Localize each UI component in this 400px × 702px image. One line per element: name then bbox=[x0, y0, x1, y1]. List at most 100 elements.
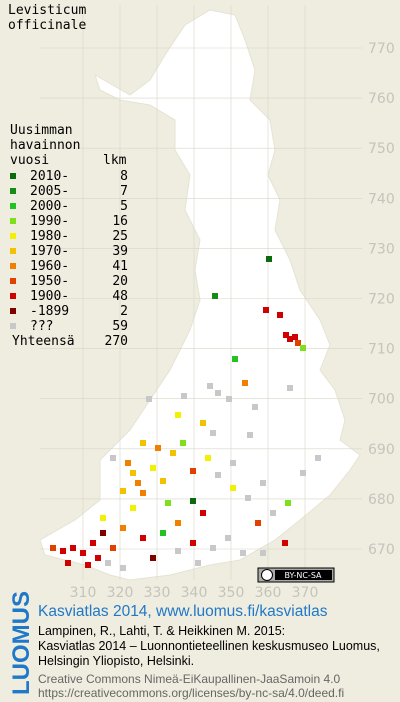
record-square bbox=[140, 490, 146, 496]
y-tick-label: 680 bbox=[368, 492, 395, 508]
y-tick-label: 690 bbox=[368, 442, 395, 458]
legend-swatch bbox=[10, 173, 16, 179]
record-square bbox=[226, 396, 232, 402]
record-square bbox=[205, 455, 211, 461]
legend-label: 1990- bbox=[30, 214, 69, 229]
badge-text: BY-NC-SA bbox=[284, 571, 322, 580]
legend-total: 270 bbox=[105, 334, 128, 349]
record-square bbox=[263, 307, 269, 313]
y-tick-label: 670 bbox=[368, 542, 395, 558]
record-square bbox=[190, 468, 196, 474]
legend-count: 5 bbox=[120, 199, 128, 214]
record-square bbox=[130, 470, 136, 476]
record-square bbox=[230, 485, 236, 491]
record-square bbox=[292, 334, 298, 340]
record-square bbox=[80, 550, 86, 556]
y-tick-label: 710 bbox=[368, 342, 395, 358]
record-square bbox=[120, 565, 126, 571]
legend-swatch bbox=[10, 323, 16, 329]
legend-swatch bbox=[10, 233, 16, 239]
record-square bbox=[210, 545, 216, 551]
x-tick-label: 350 bbox=[218, 585, 245, 601]
record-square bbox=[255, 520, 261, 526]
record-square bbox=[295, 340, 301, 346]
record-square bbox=[100, 515, 106, 521]
cc-icon bbox=[261, 569, 273, 581]
record-square bbox=[283, 332, 289, 338]
record-square bbox=[130, 505, 136, 511]
record-square bbox=[160, 478, 166, 484]
legend-label: 1980- bbox=[30, 229, 69, 244]
record-square bbox=[190, 540, 196, 546]
record-square bbox=[215, 390, 221, 396]
record-square bbox=[245, 495, 251, 501]
legend-label: 1970- bbox=[30, 244, 69, 259]
record-square bbox=[125, 460, 131, 466]
license-text: https://creativecommons.org/licenses/by-… bbox=[38, 686, 344, 700]
citation: Lampinen, R., Lahti, T. & Heikkinen M. 2… bbox=[38, 624, 285, 638]
legend-label: 1950- bbox=[30, 274, 69, 289]
legend-heading: Uusimman bbox=[10, 123, 73, 138]
record-square bbox=[260, 550, 266, 556]
title-line: Levisticum bbox=[8, 3, 86, 18]
legend-count: 8 bbox=[120, 169, 128, 184]
record-square bbox=[285, 500, 291, 506]
record-square bbox=[230, 460, 236, 466]
x-tick-label: 360 bbox=[255, 585, 282, 601]
record-square bbox=[175, 520, 181, 526]
record-square bbox=[140, 535, 146, 541]
y-tick-label: 770 bbox=[368, 41, 395, 57]
legend-swatch bbox=[10, 263, 16, 269]
legend-count: 25 bbox=[112, 229, 128, 244]
record-square bbox=[212, 293, 218, 299]
title-line: officinale bbox=[8, 18, 86, 33]
legend-count-heading: lkm bbox=[103, 153, 127, 168]
record-square bbox=[175, 548, 181, 554]
record-square bbox=[215, 472, 221, 478]
headline: Kasviatlas 2014, www.luomus.fi/kasviatla… bbox=[38, 603, 328, 620]
record-square bbox=[200, 510, 206, 516]
record-square bbox=[240, 550, 246, 556]
record-square bbox=[315, 455, 321, 461]
record-square bbox=[181, 393, 187, 399]
record-square bbox=[60, 548, 66, 554]
record-square bbox=[105, 560, 111, 566]
y-tick-label: 760 bbox=[368, 91, 395, 107]
legend-swatch bbox=[10, 203, 16, 209]
x-tick-label: 320 bbox=[107, 585, 134, 601]
legend-heading: havainnon bbox=[10, 138, 80, 153]
record-square bbox=[247, 432, 253, 438]
legend-swatch bbox=[10, 248, 16, 254]
legend-swatch bbox=[10, 308, 16, 314]
x-tick-label: 310 bbox=[70, 585, 97, 601]
legend-count: 20 bbox=[112, 274, 128, 289]
legend-swatch bbox=[10, 278, 16, 284]
badge-dark bbox=[275, 570, 332, 580]
record-square bbox=[190, 498, 196, 504]
record-square bbox=[300, 470, 306, 476]
record-square bbox=[270, 510, 276, 516]
x-tick-label: 370 bbox=[292, 585, 319, 601]
record-square bbox=[225, 535, 231, 541]
legend-label: 2010- bbox=[30, 169, 69, 184]
record-square bbox=[165, 500, 171, 506]
logo: LUOMUS bbox=[8, 591, 35, 695]
record-square bbox=[146, 396, 152, 402]
legend-count: 59 bbox=[112, 319, 128, 334]
legend-label: 2000- bbox=[30, 199, 69, 214]
x-tick-label: 340 bbox=[181, 585, 208, 601]
record-square bbox=[175, 412, 181, 418]
record-square bbox=[95, 555, 101, 561]
record-square bbox=[195, 560, 201, 566]
record-square bbox=[160, 530, 166, 536]
legend: Uusimman havainnon vuosi lkm 2010- 8 2005-… bbox=[10, 123, 128, 349]
record-square bbox=[266, 256, 272, 262]
legend-count: 16 bbox=[112, 214, 128, 229]
legend-label: ??? bbox=[30, 319, 53, 334]
record-square bbox=[260, 480, 266, 486]
x-tick-label: 330 bbox=[144, 585, 171, 601]
record-square bbox=[120, 525, 126, 531]
record-square bbox=[282, 540, 288, 546]
license-text: Creative Commons Nimeä-EiKaupallinen-Jaa… bbox=[38, 672, 340, 686]
legend-count: 2 bbox=[120, 304, 128, 319]
